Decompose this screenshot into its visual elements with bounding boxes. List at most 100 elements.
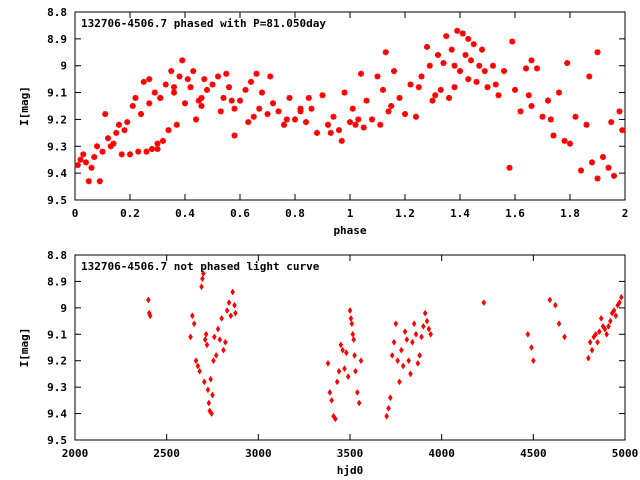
data-point xyxy=(479,46,485,53)
data-point xyxy=(201,378,207,386)
data-point xyxy=(348,314,354,322)
data-point xyxy=(382,49,389,56)
x-tick-label: 0.4 xyxy=(175,207,195,220)
data-point xyxy=(121,127,128,134)
data-point xyxy=(597,328,602,336)
data-point xyxy=(127,151,133,158)
x-tick-label: 3500 xyxy=(337,447,364,460)
data-point xyxy=(333,415,338,423)
data-point xyxy=(350,330,356,338)
data-point xyxy=(397,378,402,386)
data-point xyxy=(94,143,100,150)
data-point xyxy=(308,105,315,112)
data-point xyxy=(528,103,535,109)
data-point xyxy=(594,49,601,56)
y-axis-title: I[mag] xyxy=(18,328,31,368)
data-point xyxy=(490,62,496,69)
data-point xyxy=(481,299,487,307)
data-point xyxy=(422,309,428,317)
data-point xyxy=(179,57,186,64)
data-point xyxy=(303,119,309,126)
data-point xyxy=(393,320,399,328)
unphased-light-curve-panel: 2000 2500 3000 3500 4000 4500 5000 8.8 8.9 9 9.1 9.… xyxy=(18,249,638,477)
data-point xyxy=(275,108,282,115)
data-point xyxy=(349,105,356,112)
x-tick-label: 2500 xyxy=(153,447,180,460)
data-point xyxy=(187,84,194,91)
data-point xyxy=(209,410,214,418)
y-tick-label: 9 xyxy=(60,302,67,315)
data-point xyxy=(593,330,598,338)
data-point xyxy=(356,399,362,407)
data-point xyxy=(226,84,232,91)
data-point xyxy=(595,338,600,346)
data-point xyxy=(314,129,320,136)
data-point xyxy=(210,391,215,399)
data-point xyxy=(415,84,422,91)
x-tick-label: 1.4 xyxy=(450,207,470,220)
data-point xyxy=(617,299,622,307)
data-point xyxy=(171,89,177,96)
data-point xyxy=(377,121,384,128)
data-point xyxy=(204,341,210,349)
data-point xyxy=(213,351,219,359)
data-point xyxy=(470,41,477,48)
data-point xyxy=(286,94,293,101)
data-point xyxy=(561,137,568,144)
data-point xyxy=(396,94,403,101)
data-point xyxy=(198,94,205,101)
data-point xyxy=(388,394,393,402)
data-point xyxy=(149,145,155,152)
data-point xyxy=(195,362,201,370)
data-point xyxy=(421,322,426,330)
data-point xyxy=(105,135,111,142)
data-point xyxy=(248,78,254,85)
data-point xyxy=(211,357,216,365)
data-point xyxy=(212,333,217,341)
data-point xyxy=(329,396,334,404)
data-point xyxy=(283,116,290,123)
data-point xyxy=(616,108,623,115)
y-tick-label: 9.4 xyxy=(47,167,67,180)
data-point xyxy=(338,341,344,349)
data-point xyxy=(206,399,212,407)
data-point xyxy=(402,111,408,118)
data-point xyxy=(399,346,404,354)
data-point xyxy=(168,68,175,75)
data-point xyxy=(353,367,358,375)
data-point xyxy=(129,103,136,109)
data-point xyxy=(292,116,298,123)
data-point xyxy=(146,296,151,304)
data-point xyxy=(604,330,609,338)
data-point xyxy=(369,116,375,123)
data-point xyxy=(85,178,92,185)
data-point xyxy=(352,121,359,128)
y-tick-label: 9.2 xyxy=(47,355,67,368)
data-point xyxy=(77,156,84,163)
plot-frame xyxy=(74,11,626,201)
data-point xyxy=(215,73,221,80)
data-point xyxy=(374,73,381,80)
data-point xyxy=(531,357,536,365)
data-point xyxy=(344,349,349,357)
y-tick-label: 9.2 xyxy=(47,113,67,126)
data-point xyxy=(459,30,466,37)
data-point xyxy=(437,86,444,93)
data-point xyxy=(232,301,237,309)
x-tick-label: 0 xyxy=(72,207,79,220)
data-point xyxy=(600,154,606,161)
x-tick-label: 0.6 xyxy=(230,207,250,220)
data-point xyxy=(74,162,81,169)
data-point xyxy=(118,151,125,158)
data-point xyxy=(608,317,613,325)
data-point xyxy=(465,35,472,42)
data-point xyxy=(146,100,153,107)
data-point xyxy=(360,124,367,131)
data-point xyxy=(220,94,227,101)
data-point xyxy=(231,132,238,139)
data-point xyxy=(190,312,195,320)
data-point xyxy=(250,113,257,120)
data-point xyxy=(358,70,364,77)
data-point xyxy=(338,137,345,144)
